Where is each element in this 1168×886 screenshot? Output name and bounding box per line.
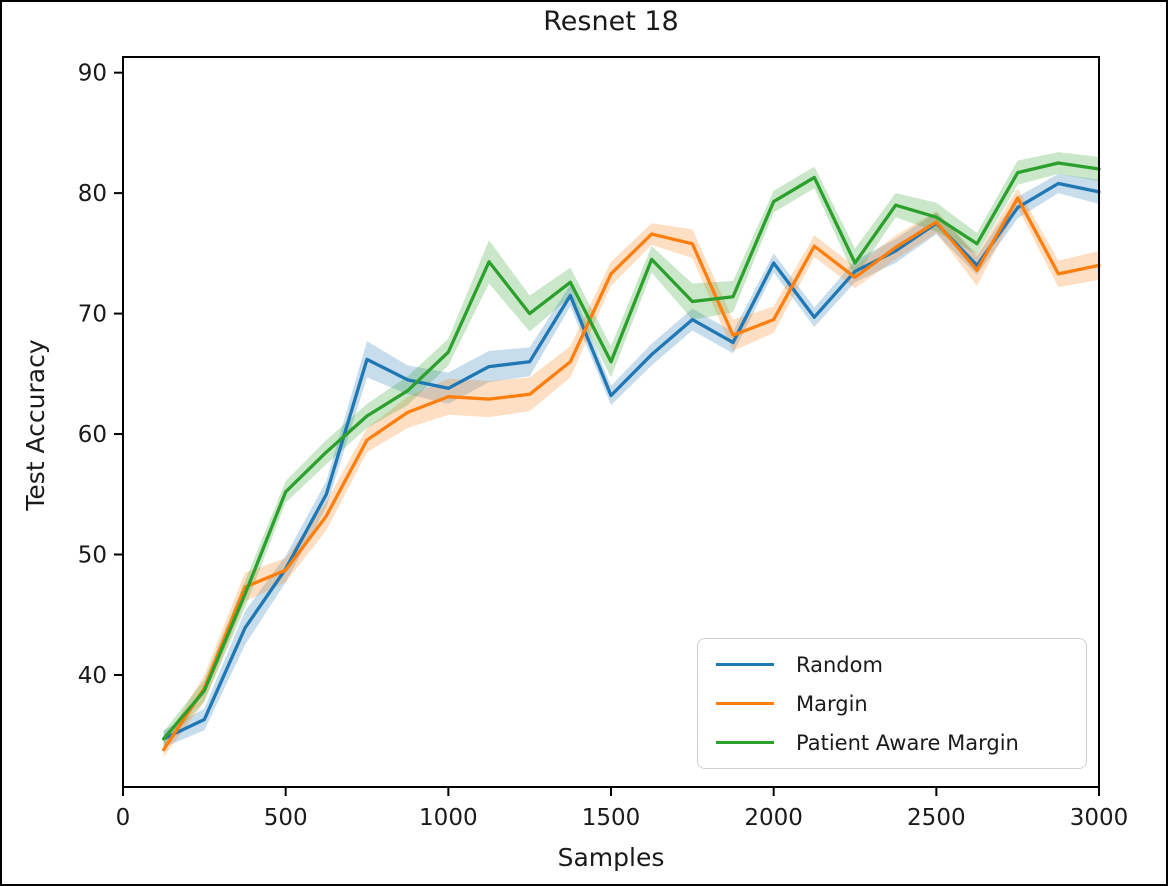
y-tick-label: 40 bbox=[78, 663, 107, 689]
legend-item-margin: Margin bbox=[708, 692, 1076, 716]
legend-label: Margin bbox=[796, 691, 868, 716]
x-tick-label: 2500 bbox=[907, 805, 966, 831]
legend-label: Random bbox=[796, 652, 883, 677]
x-axis-label: Samples bbox=[557, 843, 665, 872]
chart-title: Resnet 18 bbox=[543, 6, 679, 37]
y-axis-label: Test Accuracy bbox=[21, 339, 50, 511]
x-tick-label: 0 bbox=[116, 805, 131, 831]
y-axis-ticks: 40 50 60 70 80 90 bbox=[78, 61, 123, 689]
band-random bbox=[163, 173, 1099, 748]
x-axis-ticks: 0 500 1000 1500 2000 2500 3000 bbox=[116, 787, 1129, 831]
random-line-swatch bbox=[716, 663, 774, 666]
legend: Random Margin Patient Aware Margin bbox=[697, 638, 1087, 769]
x-tick-label: 3000 bbox=[1070, 805, 1129, 831]
x-tick-label: 1500 bbox=[582, 805, 641, 831]
y-tick-label: 70 bbox=[78, 302, 107, 328]
y-tick-label: 90 bbox=[78, 61, 107, 87]
margin-line-swatch bbox=[716, 702, 774, 705]
legend-item-random: Random bbox=[708, 653, 1076, 677]
series-lines bbox=[162, 161, 1101, 752]
y-tick-label: 50 bbox=[78, 543, 107, 569]
line-margin bbox=[162, 196, 1101, 752]
legend-label: Patient Aware Margin bbox=[796, 730, 1019, 755]
x-tick-label: 2000 bbox=[744, 805, 803, 831]
y-tick-label: 80 bbox=[78, 181, 107, 207]
legend-item-patient-aware-margin: Patient Aware Margin bbox=[708, 731, 1076, 755]
patient-aware-margin-line-swatch bbox=[716, 741, 774, 744]
y-tick-label: 60 bbox=[78, 422, 107, 448]
line-patient-aware-margin bbox=[162, 161, 1101, 741]
x-tick-label: 500 bbox=[264, 805, 308, 831]
x-tick-label: 1000 bbox=[419, 805, 478, 831]
